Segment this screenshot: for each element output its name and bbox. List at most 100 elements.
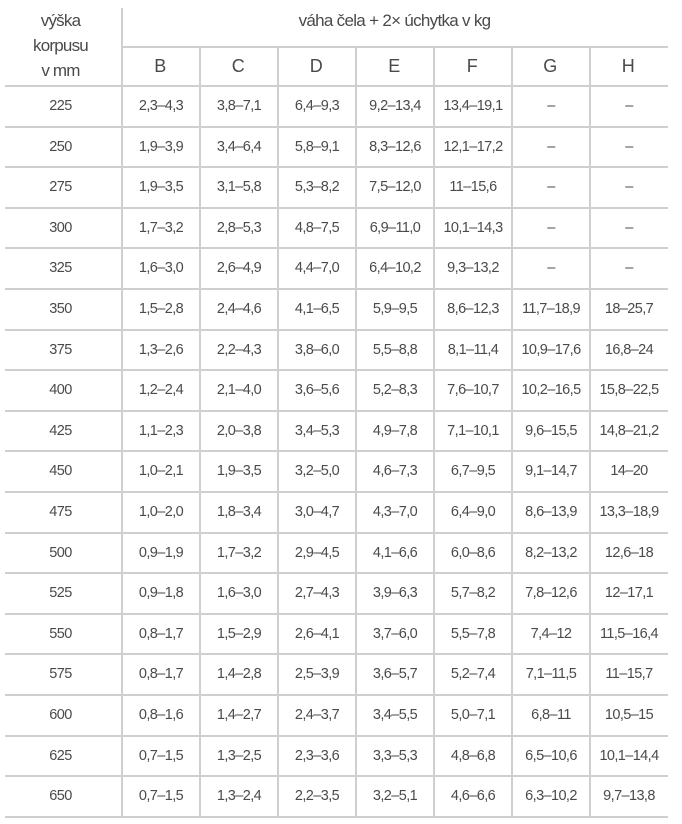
- column-header-f: F: [466, 56, 478, 76]
- table-cell: 5,7–8,2: [450, 585, 496, 601]
- table-cell: 5,0–7,1: [450, 707, 496, 723]
- row-height-value: 500: [49, 545, 72, 561]
- row-height-value: 475: [49, 504, 72, 520]
- row-rule: [5, 653, 668, 655]
- table-cell: 0,9–1,9: [138, 545, 184, 561]
- table-cell: 8,1–11,4: [447, 342, 499, 358]
- table-cell: 0,8–1,7: [138, 626, 184, 642]
- table-cell: 7,1–10,1: [447, 423, 499, 439]
- row-height-value: 350: [49, 301, 72, 317]
- table-cell: 3,6–5,7: [372, 666, 418, 682]
- table-cell: 3,8–7,1: [216, 98, 262, 114]
- table-cell: 1,9–3,5: [216, 463, 262, 479]
- group-header-label: váha čela + 2× úchytka v kg: [298, 11, 492, 30]
- table-cell: 3,6–5,6: [294, 382, 340, 398]
- table-cell: 10,5–15: [604, 707, 654, 723]
- table-cell: –: [625, 220, 633, 236]
- row-height-value: 400: [49, 382, 72, 398]
- table-cell: 4,6–6,6: [450, 788, 496, 804]
- table-cell: 8,6–13,9: [525, 504, 577, 520]
- row-header-line: výška: [40, 11, 81, 30]
- row-height-value: 225: [49, 98, 72, 114]
- table-cell: 6,4–10,2: [369, 260, 421, 276]
- table-cell: –: [547, 220, 555, 236]
- row-rule: [5, 816, 668, 818]
- table-cell: 3,8–6,0: [294, 342, 340, 358]
- column-divider: [199, 47, 201, 818]
- table-cell: 8,3–12,6: [369, 139, 421, 155]
- table-cell: –: [625, 179, 633, 195]
- row-rule: [5, 694, 668, 696]
- table-cell: –: [547, 260, 555, 276]
- table-cell: 0,9–1,8: [138, 585, 184, 601]
- table-cell: 1,6–3,0: [138, 260, 184, 276]
- row-header-label: výška korpusu v mm: [0, 8, 121, 83]
- table-cell: 2,0–3,8: [216, 423, 262, 439]
- table-cell: 2,8–5,3: [216, 220, 262, 236]
- table-cell: 1,9–3,5: [138, 179, 184, 195]
- table-cell: 3,4–5,5: [372, 707, 418, 723]
- table-cell: 7,5–12,0: [369, 179, 421, 195]
- table-cell: 2,6–4,1: [294, 626, 340, 642]
- column-header-h: H: [621, 56, 635, 76]
- row-height-value: 325: [49, 260, 72, 276]
- table-cell: 1,0–2,0: [138, 504, 184, 520]
- table-cell: 10,9–17,6: [521, 342, 581, 358]
- table-cell: 5,5–7,8: [450, 626, 496, 642]
- table-cell: 6,4–9,3: [294, 98, 340, 114]
- table-cell: 5,9–9,5: [372, 301, 418, 317]
- table-cell: 6,0–8,6: [450, 545, 496, 561]
- table-cell: 12,1–17,2: [443, 139, 503, 155]
- table-cell: 3,7–6,0: [372, 626, 418, 642]
- table-cell: 4,6–7,3: [372, 463, 418, 479]
- table-cell: 15,8–22,5: [599, 382, 659, 398]
- header-group-rule: [121, 46, 668, 48]
- column-header-c: C: [231, 56, 245, 76]
- row-rule: [5, 450, 668, 452]
- table-cell: 5,5–8,8: [372, 342, 418, 358]
- table-cell: –: [547, 98, 555, 114]
- row-rule: [5, 735, 668, 737]
- table-cell: –: [547, 179, 555, 195]
- row-header-divider: [121, 8, 123, 818]
- row-rule: [5, 166, 668, 168]
- table-cell: 2,4–4,6: [216, 301, 262, 317]
- table-cell: 3,2–5,1: [372, 788, 418, 804]
- table-cell: 2,9–4,5: [294, 545, 340, 561]
- table-cell: 4,8–7,5: [294, 220, 340, 236]
- table-cell: 6,5–10,6: [525, 748, 577, 764]
- table-cell: 2,4–3,7: [294, 707, 340, 723]
- row-height-value: 600: [49, 707, 72, 723]
- table-cell: 0,8–1,6: [138, 707, 184, 723]
- row-height-value: 525: [49, 585, 72, 601]
- row-height-value: 425: [49, 423, 72, 439]
- table-cell: 14–20: [610, 463, 648, 479]
- table-cell: 7,8–12,6: [525, 585, 577, 601]
- row-rule: [5, 532, 668, 534]
- row-height-value: 300: [49, 220, 72, 236]
- row-height-value: 450: [49, 463, 72, 479]
- table-cell: 0,8–1,7: [138, 666, 184, 682]
- table-cell: 10,1–14,3: [443, 220, 503, 236]
- table-cell: 12–17,1: [604, 585, 654, 601]
- row-height-value: 575: [49, 666, 72, 682]
- table-cell: 1,3–2,6: [138, 342, 184, 358]
- row-rule: [5, 775, 668, 777]
- table-cell: 18–25,7: [604, 301, 654, 317]
- table-cell: 9,2–13,4: [369, 98, 421, 114]
- table-cell: 1,4–2,8: [216, 666, 262, 682]
- row-rule: [5, 329, 668, 331]
- column-divider: [511, 47, 513, 818]
- table-cell: 5,2–8,3: [372, 382, 418, 398]
- table-cell: 8,2–13,2: [525, 545, 577, 561]
- table-cell: 3,1–5,8: [216, 179, 262, 195]
- column-header-g: G: [543, 56, 557, 76]
- row-height-value: 625: [49, 748, 72, 764]
- table-cell: 3,0–4,7: [294, 504, 340, 520]
- column-divider: [589, 47, 591, 818]
- row-rule: [5, 491, 668, 493]
- table-cell: 9,6–15,5: [525, 423, 577, 439]
- table-cell: 1,3–2,4: [216, 788, 262, 804]
- row-rule: [5, 207, 668, 209]
- table-cell: 9,3–13,2: [447, 260, 499, 276]
